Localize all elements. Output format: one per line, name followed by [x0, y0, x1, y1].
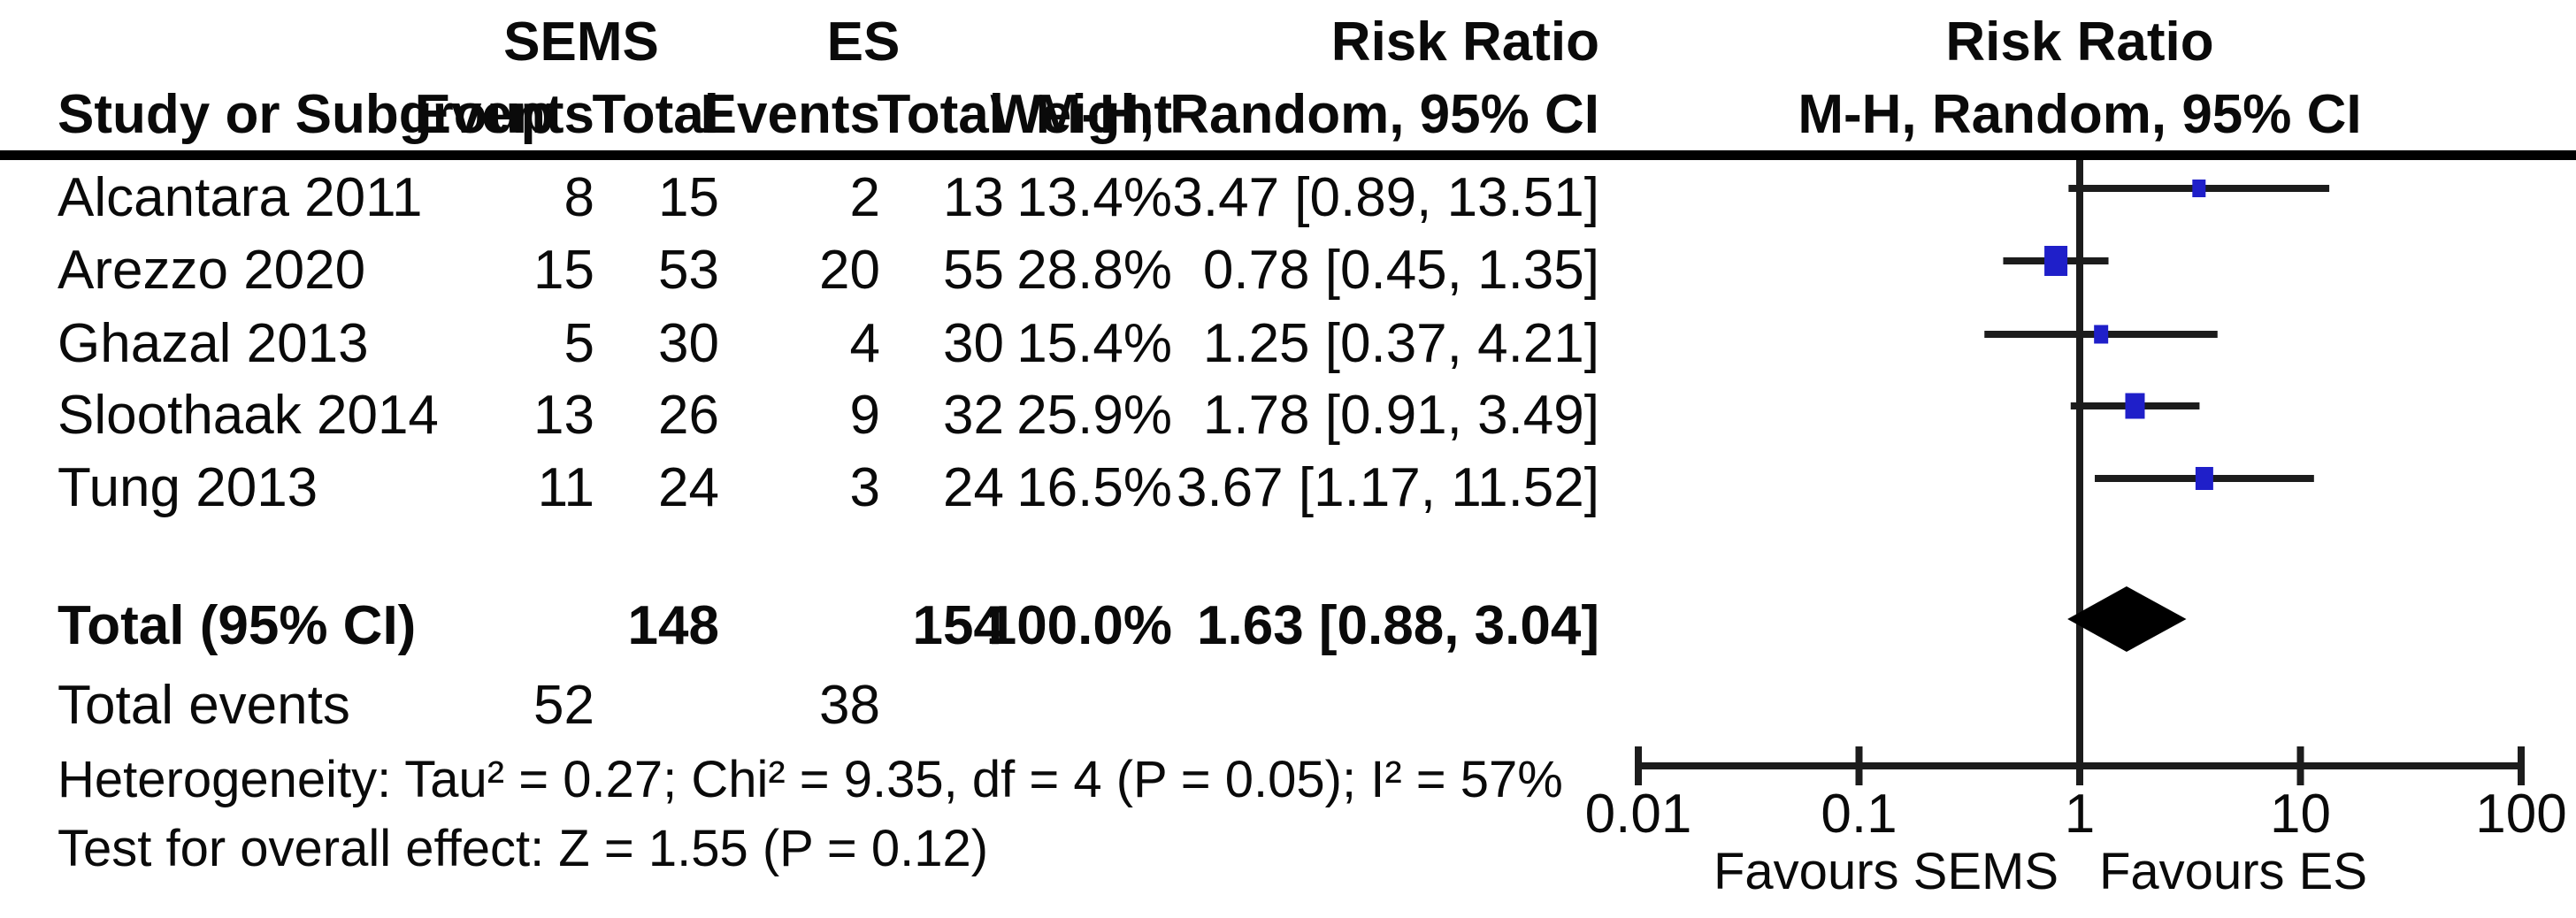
weight-cell: 15.4%: [1016, 313, 1172, 374]
axis-tick-label-0.01: 0.01: [1584, 784, 1692, 845]
col-header-g2-total: Total: [877, 84, 1005, 145]
pooled-diamond: [2067, 586, 2187, 652]
total-weight: 100.0%: [985, 595, 1172, 656]
total-events-g1: 52: [533, 675, 594, 736]
g1-events-cell: 13: [533, 385, 594, 446]
g2-total-cell: 55: [943, 240, 1004, 301]
g1-events-cell: 15: [533, 240, 594, 301]
study-name: Sloothaak 2014: [58, 385, 439, 446]
col-header-method-right: M-H, Random, 95% CI: [1798, 84, 2362, 145]
total-events-label: Total events: [58, 675, 350, 736]
favours-left-label: Favours SEMS: [1714, 843, 2058, 900]
total-row-label: Total (95% CI): [58, 595, 417, 656]
g2-events-cell: 20: [819, 240, 880, 301]
axis-tick-label-0.1: 0.1: [1821, 784, 1898, 845]
g2-events-cell: 4: [849, 313, 880, 374]
weight-cell: 28.8%: [1016, 240, 1172, 301]
rr-ci-cell: 3.67 [1.17, 11.52]: [1176, 457, 1599, 518]
weight-cell: 16.5%: [1016, 457, 1172, 518]
g1-events-cell: 8: [564, 167, 594, 228]
col-header-study: Study or Subgroup: [58, 84, 555, 145]
header-rule: [0, 150, 2576, 160]
axis-tick-label-1: 1: [2064, 784, 2096, 845]
rr-ci-cell: 1.78 [0.91, 3.49]: [1202, 385, 1599, 446]
g2-events-cell: 2: [849, 167, 880, 228]
g2-total-cell: 32: [943, 385, 1004, 446]
effect-marker-sloothaak-2014: [2125, 393, 2145, 419]
axis-tick-label-10: 10: [2270, 784, 2331, 845]
col-header-weight: Weight: [990, 84, 1173, 145]
axis-tick-100: [2518, 746, 2525, 785]
total-events-g2: 38: [819, 675, 880, 736]
g2-total-cell: 13: [943, 167, 1004, 228]
g2-events-cell: 9: [849, 385, 880, 446]
favours-right-label: Favours ES: [2099, 843, 2367, 900]
study-name: Ghazal 2013: [58, 313, 369, 374]
g2-total-cell: 30: [943, 313, 1004, 374]
no-effect-line: [2076, 160, 2083, 769]
weight-cell: 13.4%: [1016, 167, 1172, 228]
heterogeneity-stats: Heterogeneity: Tau² = 0.27; Chi² = 9.35,…: [58, 751, 1563, 808]
axis-tick-label-100: 100: [2475, 784, 2567, 845]
g1-total-cell: 53: [658, 240, 719, 301]
effect-marker-arezzo-2020: [2044, 246, 2068, 276]
axis-tick-0.01: [1635, 746, 1642, 785]
col-header-method-left: M-H, Random, 95% CI: [1035, 84, 1599, 145]
col-header-effect-left: Risk Ratio: [1330, 11, 1599, 73]
overall-effect-stats: Test for overall effect: Z = 1.55 (P = 0…: [58, 820, 989, 877]
col-header-g2-events: Events: [700, 84, 880, 145]
g1-total-cell: 26: [658, 385, 719, 446]
total-g2-total: 154: [912, 595, 1004, 656]
g1-events-cell: 11: [537, 457, 594, 518]
axis-tick-0.1: [1855, 746, 1863, 785]
g1-total-cell: 24: [658, 457, 719, 518]
study-name: Tung 2013: [58, 457, 318, 518]
effect-marker-alcantara-2011: [2192, 180, 2206, 197]
rr-ci-cell: 0.78 [0.45, 1.35]: [1202, 240, 1599, 301]
col-header-effect-right: Risk Ratio: [1945, 11, 2214, 73]
col-header-g1-events: Events: [414, 84, 594, 145]
g2-events-cell: 3: [849, 457, 880, 518]
rr-ci-cell: 1.25 [0.37, 4.21]: [1202, 313, 1599, 374]
study-name: Alcantara 2011: [58, 167, 423, 228]
total-g1-total: 148: [627, 595, 719, 656]
col-header-g1-total: Total: [592, 84, 720, 145]
g1-total-cell: 15: [658, 167, 719, 228]
g1-total-cell: 30: [658, 313, 719, 374]
effect-marker-tung-2013: [2195, 467, 2213, 490]
col-header-group1: SEMS: [503, 11, 659, 73]
axis-tick-1: [2076, 746, 2083, 785]
g1-events-cell: 5: [564, 313, 594, 374]
total-ci-label: 1.63 [0.88, 3.04]: [1197, 595, 1599, 656]
weight-cell: 25.9%: [1016, 385, 1172, 446]
rr-ci-cell: 3.47 [0.89, 13.51]: [1172, 167, 1599, 228]
col-header-group2: ES: [826, 11, 901, 73]
study-name: Arezzo 2020: [58, 240, 366, 301]
g2-total-cell: 24: [943, 457, 1004, 518]
effect-marker-ghazal-2013: [2094, 325, 2109, 344]
axis-tick-10: [2296, 746, 2304, 785]
